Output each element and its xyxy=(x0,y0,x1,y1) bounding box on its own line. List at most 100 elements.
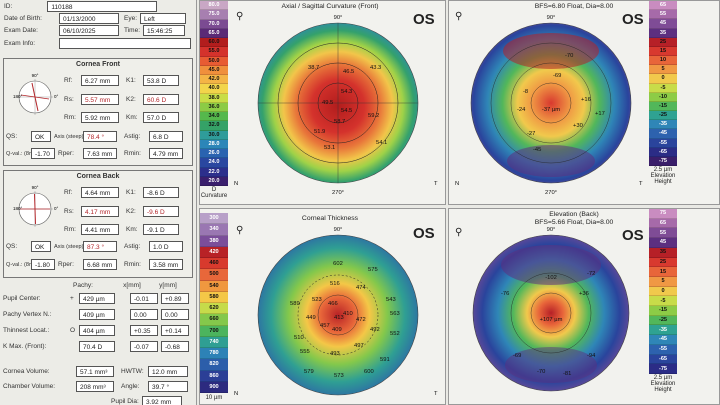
cb-rf-label: Rf: xyxy=(64,189,73,196)
elevation-front-inferior-zone xyxy=(507,145,595,177)
thickness-value: 466 xyxy=(328,301,338,307)
elevation-front-value: +30 xyxy=(573,123,583,129)
pachy-row-vertex: Pachy Vertex N.: 409 µm 0.00 0.00 xyxy=(3,309,189,320)
exam-info-row: Exam Info: xyxy=(4,38,191,49)
elevation-front-map: 90° 270° N T -70 -69 -8 +16 -24 -37 µm +… xyxy=(455,15,643,196)
elevation-front-scale-step: 35 xyxy=(649,28,677,38)
pupil-dia-field: 3.92 mm xyxy=(142,396,182,405)
elevation-front-zoom-icon[interactable]: ⚲ xyxy=(455,11,463,22)
elevation-front-scale-step: -15 xyxy=(649,101,677,112)
thickness-value: 591 xyxy=(380,357,390,363)
curvature-scale-step: 42.0 xyxy=(200,75,228,85)
pachy-value: 409 µm xyxy=(79,309,115,320)
thickness-map: 90° N T 602 575 516 474 543 523 466 413 … xyxy=(234,227,438,397)
cb-km-label: Km: xyxy=(126,226,138,233)
cb-rf-row: Rf: 4.64 mm K1: -8.6 D xyxy=(64,187,179,198)
thickness-scale-step: 540 xyxy=(200,280,228,292)
elevation-front-scale-unit: 2.5 µm xyxy=(653,167,673,173)
cornea-front-polar-diagram: 90° 180° 0° xyxy=(13,73,59,115)
curvature-scale-step: 24.0 xyxy=(200,158,228,168)
thinnest-symbol: O xyxy=(70,327,76,334)
elevation-back-scale-step: -65 xyxy=(649,354,677,365)
elevation-front-scale-footer: 2.5 µm Elevation Height xyxy=(649,167,677,185)
thickness-ring xyxy=(297,274,379,356)
elevation-back-scale-step: 35 xyxy=(649,247,677,258)
elevation-back-superior-zone xyxy=(501,245,601,285)
thickness-scale-step: 780 xyxy=(200,348,228,360)
thickness-value: 563 xyxy=(390,311,400,317)
elevation-front-scale-step: -75 xyxy=(649,156,677,167)
thickness-scale-step: 700 xyxy=(200,325,228,337)
cf-qs-row: QS: OK Axis (steep): 78.4 ° Astig: 6.8 D xyxy=(6,131,183,142)
cb-rs-field: 4.17 mm xyxy=(81,206,119,217)
elevation-front-scale-step: 45 xyxy=(649,19,677,29)
pachy-header-x: x[mm] xyxy=(123,282,141,289)
id-label: ID: xyxy=(4,3,13,10)
curvature-title: Axial / Sagittal Curvature (Front) xyxy=(281,3,379,10)
elevation-front-value: -27 xyxy=(527,131,535,137)
cf-rmin-field: 4.79 mm xyxy=(149,148,183,159)
cf-rs-field: 5.57 mm xyxy=(81,94,119,105)
pupil-dia-row: Pupil Dia: 3.92 mm xyxy=(111,396,182,405)
thickness-ring-inner xyxy=(317,294,359,336)
pupil-dia-label: Pupil Dia: xyxy=(111,398,139,405)
curvature-value: 46.5 xyxy=(343,69,354,75)
elevation-front-ring-outer xyxy=(490,42,612,164)
curvature-axis-top: 90° xyxy=(334,15,343,21)
cf-rf-label: Rf: xyxy=(64,77,73,84)
cb-qs-row: QS: OK Axis (steep): 87.3 ° Astig: 1.0 D xyxy=(6,241,183,252)
cf-axis-field: 78.4 ° xyxy=(83,131,117,142)
elevation-front-scale-step: -25 xyxy=(649,111,677,121)
thickness-scale-step: 580 xyxy=(200,291,228,303)
thickness-zoom-icon[interactable]: ⚲ xyxy=(236,225,244,236)
cf-rf-field: 6.27 mm xyxy=(81,75,119,86)
pachy-row-label: Thinnest Locat.: xyxy=(3,327,50,334)
cf-qs-field: OK xyxy=(31,131,51,142)
elevation-front-ring-inner xyxy=(530,82,572,124)
cb-k1-field: -8.6 D xyxy=(143,187,179,198)
curvature-value: 54.3 xyxy=(341,89,352,95)
thickness-value: 457 xyxy=(320,323,330,329)
cb-rs-row: Rs: 4.17 mm K2: -9.6 D xyxy=(64,206,179,217)
elevation-back-scale-step: -35 xyxy=(649,325,677,336)
curvature-scale-step: 22.0 xyxy=(200,167,228,177)
thickness-scale-step: 860 xyxy=(200,370,228,382)
elevation-back-value: +36 xyxy=(579,291,589,297)
curvature-value: 58.7 xyxy=(334,119,345,125)
curvature-value: 43.3 xyxy=(370,65,381,71)
cb-qval-field: -1.80 xyxy=(31,259,55,270)
cf-k2-label: K2: xyxy=(126,96,136,103)
pachy-x: -0.07 xyxy=(130,341,158,352)
curvature-zoom-icon[interactable]: ⚲ xyxy=(236,11,244,22)
pachy-y: 0.00 xyxy=(161,309,189,320)
cb-qs-label: QS: xyxy=(6,243,18,250)
pachy-x: -0.01 xyxy=(130,293,158,304)
curvature-value: 54.5 xyxy=(341,108,352,114)
thickness-value: 555 xyxy=(300,349,310,355)
elevation-back-scale-step: -45 xyxy=(649,335,677,345)
elevation-front-scale-step: -35 xyxy=(649,120,677,130)
curvature-axis-temporal: T xyxy=(434,181,438,187)
cornea-back-polar-diagram: 90° 180° 0° xyxy=(13,185,59,227)
elevation-front-scale-step: 0 xyxy=(649,74,677,84)
cb-rf-field: 4.64 mm xyxy=(81,187,119,198)
curvature-scale-step: 36.0 xyxy=(200,102,228,112)
cb-rm-field: 4.41 mm xyxy=(81,224,119,235)
thickness-scale-step: 620 xyxy=(200,303,228,315)
elevation-back-value: -102 xyxy=(545,275,557,281)
elevation-back-eye-label: OS xyxy=(622,227,644,244)
elevation-back-scale-unit: 2.5 µm xyxy=(653,375,673,381)
chamber-row: Chamber Volume: 208 mm³ Angle: 39.7 ° xyxy=(3,381,188,392)
curvature-scale-step: 38.0 xyxy=(200,93,228,103)
elevation-front-scale-type: Elevation xyxy=(650,173,676,179)
pachy-value: 429 µm xyxy=(79,293,115,304)
cb-rm-label: Rm: xyxy=(64,226,76,233)
cb-astig-label: Astig: xyxy=(124,243,141,250)
cf-qval-label: Q-val.: (8mm) xyxy=(6,150,41,157)
pachy-row-thinnest: Thinnest Locat.: O 404 µm +0.35 +0.14 xyxy=(3,325,189,336)
elevation-front-value: -24 xyxy=(517,107,526,113)
cornea-back-title: Cornea Back xyxy=(76,173,120,180)
curvature-color-scale: 80.0 75.0 70.0 65.0 60.0 55.0 50.0 45.0 42.0 40.0… xyxy=(200,1,228,186)
elevation-back-zoom-icon[interactable]: ⚲ xyxy=(455,227,463,238)
cb-qval-row: Q-val.: (8mm) -1.80 Rper: 6.68 mm Rmin: … xyxy=(6,259,183,270)
